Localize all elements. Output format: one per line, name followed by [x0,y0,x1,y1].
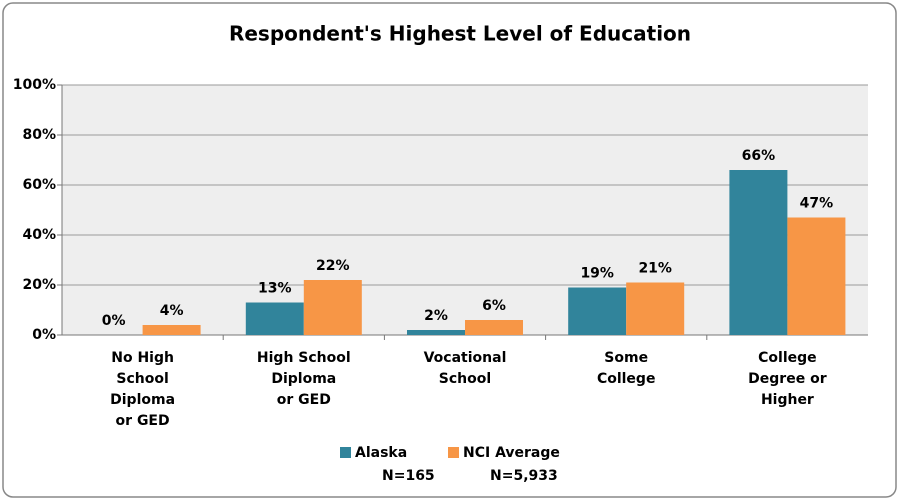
bar [787,217,846,335]
legend-n-label: N=5,933 [490,468,558,484]
x-tick-label-line: Degree or [748,371,827,387]
value-label: 19% [580,266,614,282]
bar [303,280,362,335]
y-tick-label: 100% [13,77,56,93]
value-label: 21% [638,261,672,277]
bar [568,287,627,335]
x-tick-label: High School Diploma or GED [257,350,351,408]
chart-title: Respondent's Highest Level of Education [229,22,691,46]
bar [626,282,685,335]
bar [142,325,201,335]
x-tick-label-line: College [597,371,656,387]
x-tick-label: Some College [597,350,656,387]
value-label: 4% [160,303,184,319]
x-tick-label-line: School [439,371,491,387]
bar [245,302,304,335]
x-tick-label: Vocational School [424,350,507,387]
legend-swatch [340,447,351,458]
y-tick-label: 80% [22,127,56,143]
x-tick-label-line: or GED [277,392,331,408]
value-label: 6% [482,298,506,314]
x-tick-label-line: or GED [116,413,170,429]
x-tick-label-line: College [758,350,817,366]
legend-n-label: N=165 [382,468,435,484]
legend-swatch [448,447,459,458]
value-label: 47% [800,196,834,212]
x-tick-label-line: Some [604,350,648,366]
bar [407,330,465,335]
value-label: 66% [742,148,776,164]
value-label: 2% [424,308,448,324]
x-tick-label-line: High School [257,350,351,366]
x-tick-label-line: School [116,371,168,387]
bar [465,320,523,335]
bar [729,170,788,335]
y-tick-label: 60% [22,177,56,193]
value-label: 0% [102,313,126,329]
x-tick-label-line: Diploma [271,371,336,387]
x-tick-label-line: Vocational [424,350,507,366]
x-tick-label-line: Diploma [110,392,175,408]
y-tick-label: 40% [22,227,56,243]
legend-label: NCI Average [463,445,560,461]
x-tick-label: No High School Diploma or GED [110,350,175,429]
x-tick-label-line: Higher [761,392,814,408]
y-tick-label: 0% [32,327,56,343]
x-tick-label-line: No High [111,350,174,366]
legend-label: Alaska [355,445,407,461]
value-label: 22% [316,258,350,274]
y-tick-label: 20% [22,277,56,293]
x-tick-label: College Degree or Higher [748,350,827,408]
value-label: 13% [258,281,292,297]
